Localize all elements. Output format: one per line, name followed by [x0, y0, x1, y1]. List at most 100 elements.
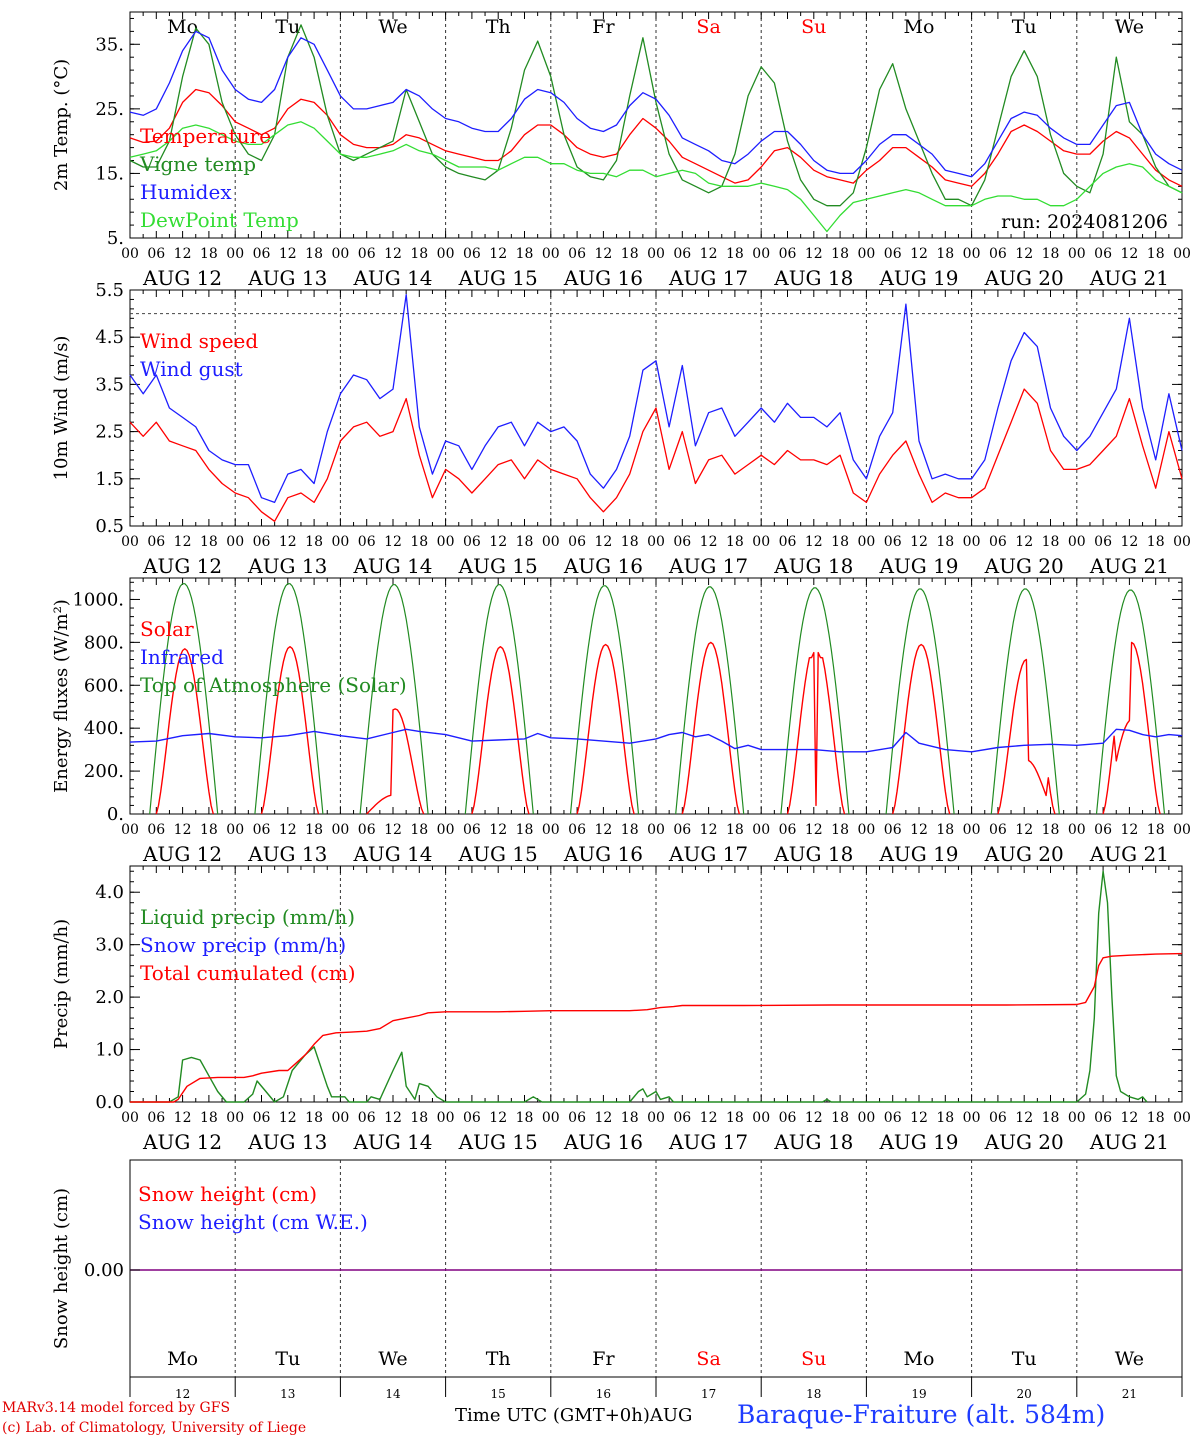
- series-line: [576, 643, 635, 815]
- hour-tick-label: 18: [936, 246, 954, 262]
- series-line: [892, 643, 951, 815]
- y-tick-label: 5.5: [95, 280, 124, 301]
- hour-tick-label: 12: [700, 822, 718, 838]
- day-name-label: Mo: [167, 1348, 198, 1370]
- hour-tick-label: 12: [805, 1110, 823, 1126]
- hour-tick-label: 18: [516, 246, 534, 262]
- date-label: AUG 12: [142, 266, 222, 290]
- date-label: AUG 12: [142, 554, 222, 578]
- copyright-credit: (c) Lab. of Climatology, University of L…: [2, 1420, 307, 1436]
- series-line: [149, 583, 219, 815]
- day-name-label: Sa: [696, 1348, 720, 1370]
- hour-tick-label: 06: [884, 822, 902, 838]
- legend-label: Snow precip (mm/h): [140, 933, 346, 957]
- hour-tick-label: 00: [647, 246, 665, 262]
- hour-tick-label: 06: [253, 534, 271, 550]
- hour-tick-label: 00: [121, 534, 139, 550]
- y-tick-label: 600.: [84, 675, 124, 696]
- hour-tick-label: 18: [516, 1110, 534, 1126]
- hour-tick-label: 06: [463, 1110, 481, 1126]
- date-label: AUG 18: [773, 842, 853, 866]
- hour-tick-label: 12: [700, 1110, 718, 1126]
- y-tick-label: 3.0: [95, 935, 124, 956]
- hour-tick-label: 12: [384, 534, 402, 550]
- series-line: [129, 728, 1183, 753]
- hour-tick-label: 06: [779, 246, 797, 262]
- hour-tick-label: 00: [542, 1110, 560, 1126]
- date-label: AUG 15: [458, 266, 538, 290]
- hour-tick-label: 06: [1094, 822, 1112, 838]
- hour-tick-label: 12: [910, 534, 928, 550]
- date-label: AUG 21: [1089, 266, 1169, 290]
- series-line: [990, 588, 1060, 815]
- date-label: AUG 16: [563, 554, 643, 578]
- day-name-label: We: [378, 1348, 407, 1370]
- hour-tick-label: 12: [700, 534, 718, 550]
- y-tick-label: 3.5: [95, 374, 124, 395]
- hour-tick-label: 06: [253, 822, 271, 838]
- hour-tick-label: 18: [1147, 246, 1165, 262]
- hour-tick-label: 06: [568, 1110, 586, 1126]
- hour-tick-label: 18: [200, 1110, 218, 1126]
- day-number-label: 19: [911, 1387, 926, 1401]
- y-tick-label: 2.0: [95, 987, 124, 1008]
- series-line: [681, 641, 740, 815]
- hour-tick-label: 12: [279, 822, 297, 838]
- hour-tick-label: 12: [594, 822, 612, 838]
- hour-tick-label: 06: [147, 822, 165, 838]
- day-name-label: Fr: [592, 1348, 615, 1370]
- temperature-panel: 5. 15. 25. 35. 2m Temp. (°C) Mo Tu We Th Fr Sa Su Mo…: [51, 11, 1191, 290]
- date-label: AUG 19: [878, 554, 958, 578]
- series-line: [885, 588, 955, 815]
- series-line: [129, 30, 1183, 178]
- legend-label: Snow height (cm W.E.): [138, 1210, 368, 1234]
- hour-tick-label: 12: [700, 246, 718, 262]
- hour-tick-label: 06: [568, 534, 586, 550]
- day-number-label: 18: [806, 1387, 821, 1401]
- hour-tick-label: 00: [1173, 246, 1191, 262]
- y-tick-label: 1.5: [95, 469, 124, 490]
- hour-tick-label: 06: [884, 534, 902, 550]
- hour-tick-label: 12: [1120, 534, 1138, 550]
- hour-tick-label: 00: [647, 822, 665, 838]
- y-tick-label: 1000.: [72, 589, 124, 610]
- hour-tick-label: 18: [726, 1110, 744, 1126]
- hour-tick-label: 12: [174, 822, 192, 838]
- y-tick-label: 200.: [84, 761, 124, 782]
- precip-panel: 0.0 1.0 2.0 3.0 4.0 Precip (mm/h) Liquid preci…: [51, 865, 1191, 1154]
- day-name-label: Mo: [904, 1348, 935, 1370]
- hour-tick-label: 06: [779, 1110, 797, 1126]
- hour-tick-label: 18: [516, 822, 534, 838]
- date-label: AUG 16: [563, 842, 643, 866]
- day-number-label: 15: [491, 1387, 506, 1401]
- series-line: [786, 651, 846, 815]
- day-name-label: Fr: [592, 16, 615, 38]
- date-label: AUG 14: [352, 1130, 432, 1154]
- hour-tick-label: 18: [305, 534, 323, 550]
- date-label: AUG 21: [1089, 842, 1169, 866]
- date-label: AUG 18: [773, 266, 853, 290]
- hour-tick-label: 12: [384, 246, 402, 262]
- hour-tick-label: 12: [910, 1110, 928, 1126]
- legend-label: Temperature: [140, 124, 271, 148]
- hour-tick-label: 00: [226, 246, 244, 262]
- hour-tick-label: 00: [1173, 534, 1191, 550]
- hour-tick-label: 18: [621, 534, 639, 550]
- hour-tick-label: 18: [1042, 246, 1060, 262]
- day-name-label: Tu: [1012, 16, 1037, 38]
- hour-tick-label: 12: [910, 822, 928, 838]
- day-number-label: 17: [701, 1387, 716, 1401]
- series-line: [254, 583, 324, 815]
- series-line: [780, 587, 850, 815]
- y-axis-label: 2m Temp. (°C): [51, 59, 72, 191]
- series-line: [359, 584, 429, 815]
- y-axis-label: Energy fluxes (W/m²): [51, 599, 72, 793]
- series-line: [675, 586, 745, 815]
- hour-tick-label: 00: [857, 1110, 875, 1126]
- hour-tick-label: 00: [857, 246, 875, 262]
- legend-label: Snow height (cm): [138, 1182, 317, 1206]
- station-name: Baraque-Fraiture (alt. 584m): [737, 1400, 1106, 1429]
- hour-tick-label: 00: [752, 1110, 770, 1126]
- hour-tick-label: 18: [936, 534, 954, 550]
- hour-tick-label: 18: [621, 246, 639, 262]
